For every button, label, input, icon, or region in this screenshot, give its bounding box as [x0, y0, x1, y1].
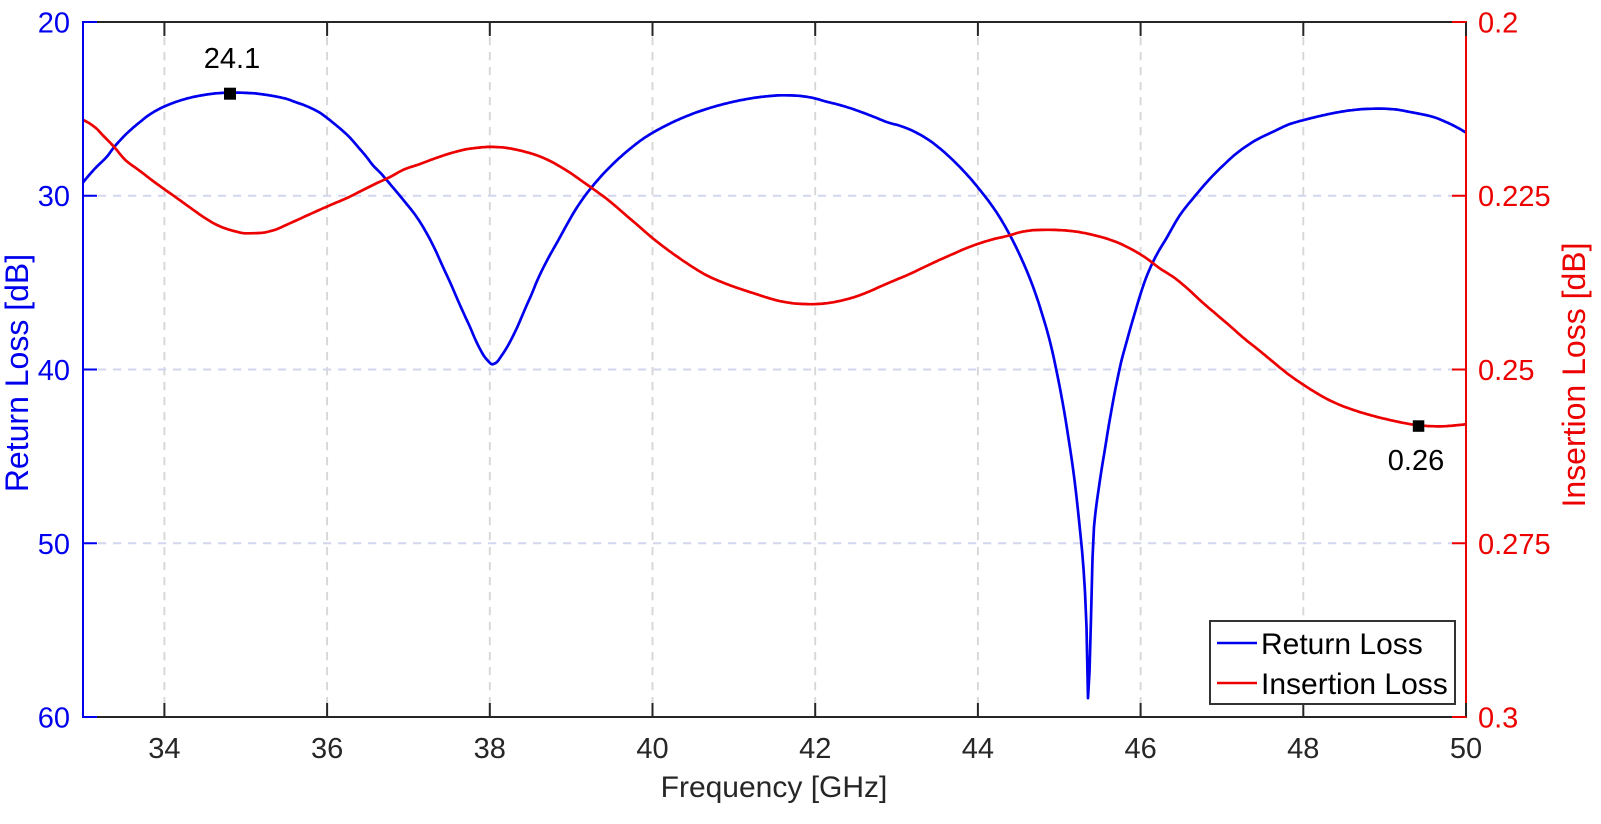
svg-text:44: 44: [962, 733, 994, 765]
svg-text:Frequency [GHz]: Frequency [GHz]: [661, 771, 888, 804]
svg-text:36: 36: [311, 733, 343, 765]
svg-text:Insertion Loss: Insertion Loss: [1261, 668, 1448, 701]
svg-text:30: 30: [38, 181, 70, 213]
svg-text:40: 40: [636, 733, 668, 765]
svg-text:50: 50: [38, 529, 70, 561]
svg-text:0.26: 0.26: [1388, 445, 1444, 477]
svg-text:48: 48: [1287, 733, 1319, 765]
svg-text:0.2: 0.2: [1478, 8, 1518, 40]
svg-text:0.225: 0.225: [1478, 181, 1551, 213]
svg-text:60: 60: [38, 703, 70, 735]
svg-text:24.1: 24.1: [204, 43, 260, 75]
svg-text:Return Loss: Return Loss: [1261, 628, 1423, 661]
svg-text:0.275: 0.275: [1478, 529, 1551, 561]
svg-text:Insertion Loss [dB]: Insertion Loss [dB]: [1556, 242, 1592, 507]
svg-text:34: 34: [148, 733, 180, 765]
svg-text:0.3: 0.3: [1478, 703, 1518, 735]
svg-text:46: 46: [1124, 733, 1156, 765]
svg-text:50: 50: [1450, 733, 1482, 765]
svg-text:40: 40: [38, 355, 70, 387]
svg-text:Return Loss [dB]: Return Loss [dB]: [0, 254, 35, 492]
svg-text:20: 20: [38, 8, 70, 40]
svg-text:0.25: 0.25: [1478, 355, 1534, 387]
svg-text:42: 42: [799, 733, 831, 765]
svg-text:38: 38: [474, 733, 506, 765]
